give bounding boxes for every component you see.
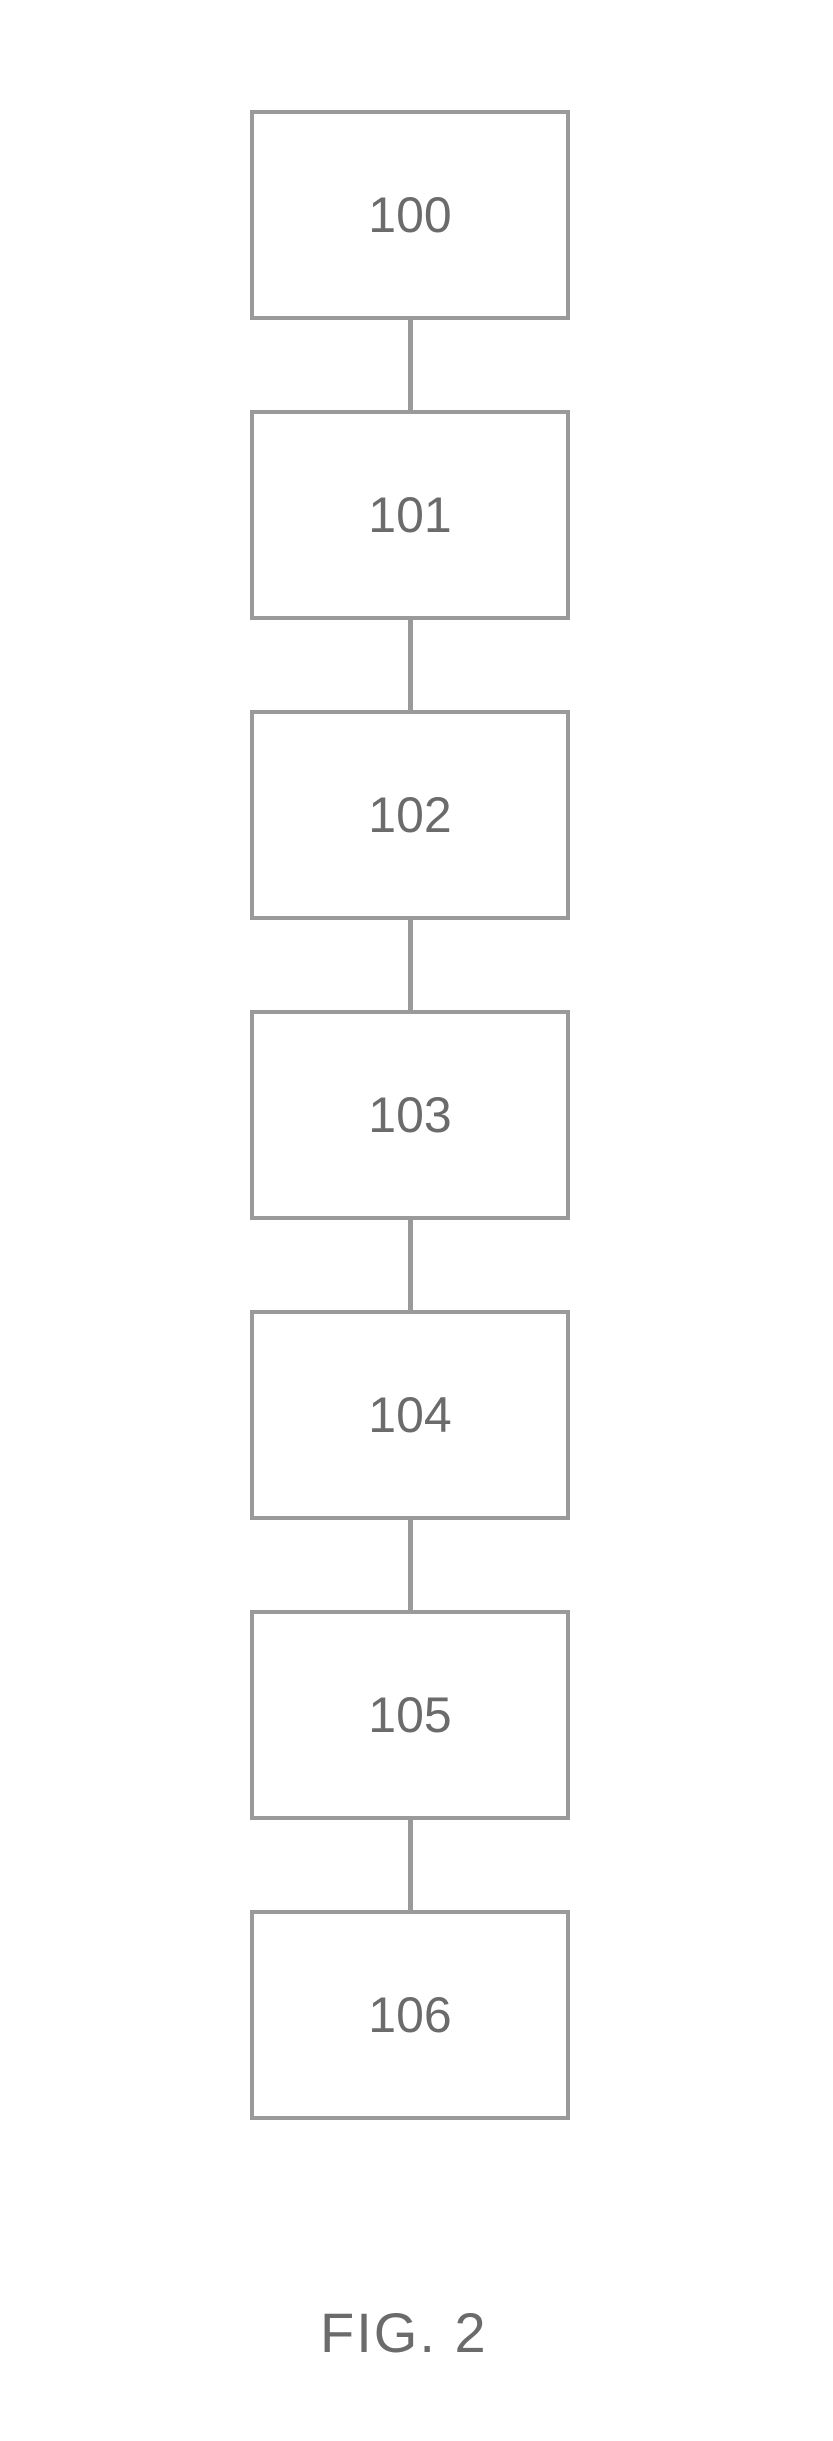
flow-node-label: 103 <box>368 1086 451 1144</box>
flow-edge <box>408 320 413 410</box>
flow-edge <box>408 920 413 1010</box>
flow-edge <box>408 620 413 710</box>
flow-edge <box>408 1820 413 1910</box>
flow-node: 103 <box>250 1010 570 1220</box>
flow-node: 106 <box>250 1910 570 2120</box>
flow-node-label: 104 <box>368 1386 451 1444</box>
flow-node: 101 <box>250 410 570 620</box>
flow-node-label: 101 <box>368 486 451 544</box>
flow-node: 105 <box>250 1610 570 1820</box>
flow-edge <box>408 1220 413 1310</box>
flow-node-label: 100 <box>368 186 451 244</box>
flow-node: 104 <box>250 1310 570 1520</box>
flow-node-label: 105 <box>368 1686 451 1744</box>
flow-node-label: 106 <box>368 1986 451 2044</box>
flow-edge <box>408 1520 413 1610</box>
figure-caption: FIG. 2 <box>320 2300 488 2365</box>
flow-node-label: 102 <box>368 786 451 844</box>
figure-canvas: 100 101 102 103 104 105 106 FIG. 2 <box>0 0 833 2441</box>
flow-node: 102 <box>250 710 570 920</box>
flow-node: 100 <box>250 110 570 320</box>
